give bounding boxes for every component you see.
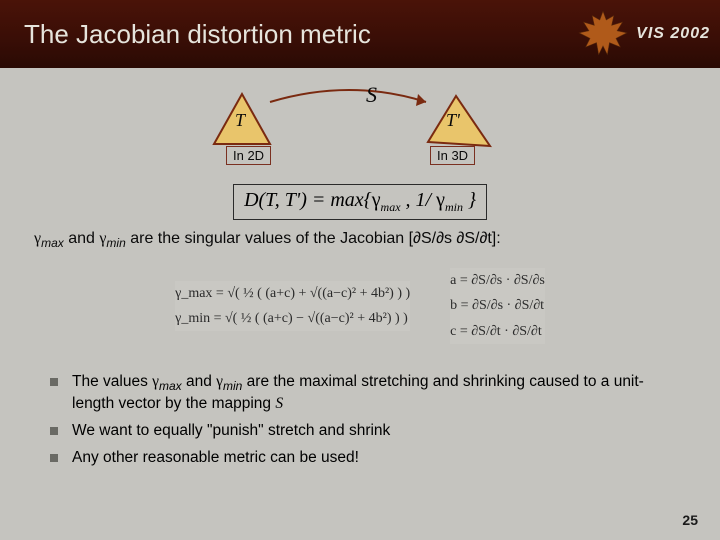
caption-in-2d: In 2D bbox=[226, 146, 271, 165]
mapping-label: S bbox=[366, 82, 377, 108]
sv-min-sub: min bbox=[106, 236, 125, 250]
gamma-min-sub: min bbox=[445, 200, 463, 214]
bullet-icon bbox=[50, 378, 58, 386]
triangle-right-label: T' bbox=[446, 110, 461, 130]
maple-leaf-icon bbox=[576, 7, 630, 61]
logo-area: VIS 2002 bbox=[550, 0, 710, 68]
slide-title: The Jacobian distortion metric bbox=[24, 19, 371, 50]
bullet-text-2: Any other reasonable metric can be used! bbox=[72, 448, 359, 469]
slide-header: The Jacobian distortion metric VIS 2002 bbox=[0, 0, 720, 68]
abc-equations: a = ∂S/∂s · ∂S/∂s b = ∂S/∂s · ∂S/∂t c = … bbox=[450, 268, 545, 344]
sv-max-sub: max bbox=[41, 236, 64, 250]
mapping-diagram: T T' S In 2D In 3D bbox=[0, 84, 720, 174]
eq-b: b = ∂S/∂s · ∂S/∂t bbox=[450, 293, 545, 318]
gamma-max-sub: max bbox=[381, 200, 401, 214]
gamma-max-sym: γ bbox=[372, 189, 381, 211]
formula-mid: , 1/ bbox=[401, 189, 437, 211]
eq-c: c = ∂S/∂t · ∂S/∂t bbox=[450, 319, 545, 344]
formula-suffix: } bbox=[463, 189, 476, 211]
bullet-text-1: We want to equally "punish" stretch and … bbox=[72, 421, 390, 442]
gamma-max-eq: γ_max = √( ½ ( (a+c) + √((a−c)² + 4b²) )… bbox=[175, 281, 410, 306]
bullet-icon bbox=[50, 454, 58, 462]
gamma-min-eq: γ_min = √( ½ ( (a+c) − √((a−c)² + 4b²) )… bbox=[175, 306, 410, 331]
bullet-icon bbox=[50, 427, 58, 435]
gamma-equations: γ_max = √( ½ ( (a+c) + √((a−c)² + 4b²) )… bbox=[175, 281, 410, 331]
eq-a: a = ∂S/∂s · ∂S/∂s bbox=[450, 268, 545, 293]
sv-and: and bbox=[64, 230, 100, 247]
distortion-formula: D(T, T') = max{γmax , 1/ γmin } bbox=[233, 184, 487, 220]
equations-area: γ_max = √( ½ ( (a+c) + √((a−c)² + 4b²) )… bbox=[0, 268, 720, 344]
distortion-formula-row: D(T, T') = max{γmax , 1/ γmin } bbox=[0, 178, 720, 220]
bullet-list: The values γmax and γmin are the maximal… bbox=[0, 354, 720, 469]
singular-values-text: γmax and γmin are the singular values of… bbox=[0, 220, 720, 250]
slide-number: 25 bbox=[682, 512, 698, 528]
gamma-min-sym: γ bbox=[436, 189, 445, 211]
slide-content: T T' S In 2D In 3D D(T, T') = max{γmax ,… bbox=[0, 68, 720, 469]
logo-text: VIS 2002 bbox=[636, 25, 710, 43]
caption-in-3d: In 3D bbox=[430, 146, 475, 165]
sv-rest: are the singular values of the Jacobian … bbox=[126, 230, 501, 247]
formula-prefix: D(T, T') = max{ bbox=[244, 189, 372, 211]
list-item: The values γmax and γmin are the maximal… bbox=[50, 372, 680, 415]
bullet-text-0: The values γmax and γmin are the maximal… bbox=[72, 372, 680, 415]
list-item: We want to equally "punish" stretch and … bbox=[50, 421, 680, 442]
list-item: Any other reasonable metric can be used! bbox=[50, 448, 680, 469]
